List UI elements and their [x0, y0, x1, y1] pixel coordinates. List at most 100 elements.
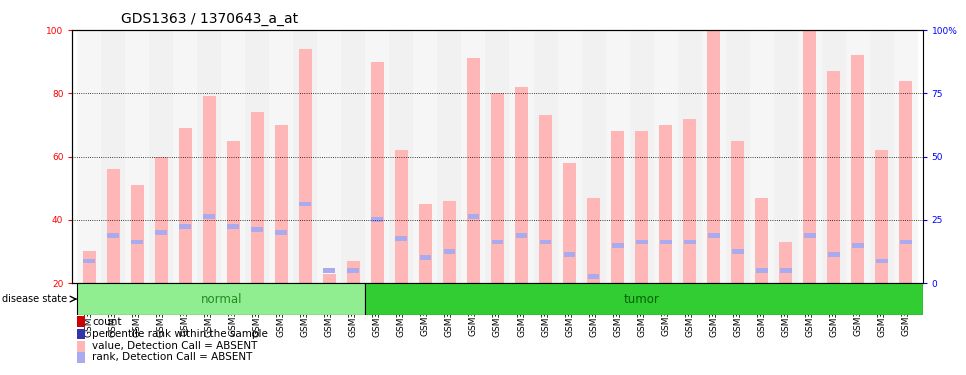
- Bar: [270, 30, 294, 283]
- Bar: [636, 240, 647, 244]
- Bar: [774, 30, 798, 283]
- Bar: [419, 255, 432, 260]
- Bar: [395, 150, 408, 283]
- Bar: [251, 227, 264, 232]
- Bar: [701, 30, 725, 283]
- Bar: [683, 118, 696, 283]
- Text: disease state: disease state: [2, 294, 67, 304]
- Bar: [708, 233, 720, 238]
- Text: normal: normal: [201, 292, 242, 306]
- Bar: [372, 217, 384, 222]
- Bar: [389, 30, 413, 283]
- Bar: [611, 243, 623, 248]
- Bar: [876, 259, 888, 263]
- Bar: [251, 112, 264, 283]
- Text: value, Detection Call = ABSENT: value, Detection Call = ABSENT: [92, 341, 257, 351]
- Bar: [486, 30, 509, 283]
- Bar: [630, 30, 654, 283]
- Bar: [654, 30, 677, 283]
- Bar: [419, 204, 432, 283]
- Bar: [684, 240, 696, 244]
- Text: rank, Detection Call = ABSENT: rank, Detection Call = ABSENT: [92, 352, 252, 362]
- Bar: [77, 30, 101, 283]
- Bar: [899, 81, 912, 283]
- Bar: [131, 240, 143, 244]
- Bar: [828, 252, 839, 257]
- Bar: [150, 30, 173, 283]
- Bar: [438, 30, 462, 283]
- Bar: [540, 240, 552, 244]
- Bar: [467, 58, 480, 283]
- Bar: [755, 268, 768, 273]
- Bar: [107, 233, 119, 238]
- Text: percentile rank within the sample: percentile rank within the sample: [92, 329, 268, 339]
- Bar: [557, 30, 582, 283]
- Bar: [845, 30, 869, 283]
- Bar: [299, 202, 311, 206]
- Bar: [509, 30, 533, 283]
- Bar: [76, 328, 85, 339]
- Bar: [227, 224, 240, 228]
- Bar: [348, 268, 359, 273]
- Bar: [731, 141, 744, 283]
- Bar: [731, 249, 744, 254]
- Bar: [130, 185, 144, 283]
- Bar: [341, 30, 365, 283]
- Bar: [83, 252, 96, 283]
- Bar: [395, 237, 408, 241]
- Bar: [371, 62, 384, 283]
- Bar: [274, 125, 288, 283]
- Bar: [755, 198, 768, 283]
- Bar: [298, 49, 312, 283]
- Bar: [83, 259, 96, 263]
- Bar: [245, 30, 270, 283]
- Bar: [126, 30, 150, 283]
- Bar: [323, 274, 336, 283]
- Bar: [899, 240, 912, 244]
- Bar: [803, 30, 816, 283]
- Bar: [318, 30, 341, 283]
- Bar: [587, 274, 600, 279]
- Bar: [660, 240, 671, 244]
- Bar: [875, 150, 889, 283]
- Bar: [851, 56, 865, 283]
- Bar: [606, 30, 630, 283]
- Bar: [827, 71, 840, 283]
- Bar: [725, 30, 750, 283]
- Bar: [227, 141, 240, 283]
- Bar: [587, 198, 600, 283]
- Bar: [894, 30, 918, 283]
- Bar: [156, 230, 167, 235]
- Bar: [533, 30, 557, 283]
- Bar: [563, 163, 576, 283]
- Bar: [779, 242, 792, 283]
- Text: count: count: [92, 317, 122, 327]
- Bar: [106, 169, 120, 283]
- Bar: [77, 283, 365, 315]
- Bar: [347, 261, 360, 283]
- Bar: [492, 240, 503, 244]
- Bar: [294, 30, 318, 283]
- Bar: [582, 30, 606, 283]
- Bar: [413, 30, 438, 283]
- Bar: [197, 30, 221, 283]
- Bar: [869, 30, 894, 283]
- Bar: [563, 252, 576, 257]
- Bar: [203, 96, 216, 283]
- Bar: [443, 249, 455, 254]
- Bar: [798, 30, 822, 283]
- Bar: [707, 30, 721, 283]
- Bar: [221, 30, 245, 283]
- Bar: [750, 30, 774, 283]
- Bar: [468, 214, 479, 219]
- Bar: [155, 157, 168, 283]
- Bar: [462, 30, 486, 283]
- Bar: [635, 131, 648, 283]
- Bar: [76, 352, 85, 363]
- Bar: [173, 30, 197, 283]
- Bar: [539, 116, 553, 283]
- Bar: [365, 283, 923, 315]
- Bar: [76, 316, 85, 327]
- Bar: [780, 268, 791, 273]
- Bar: [491, 93, 504, 283]
